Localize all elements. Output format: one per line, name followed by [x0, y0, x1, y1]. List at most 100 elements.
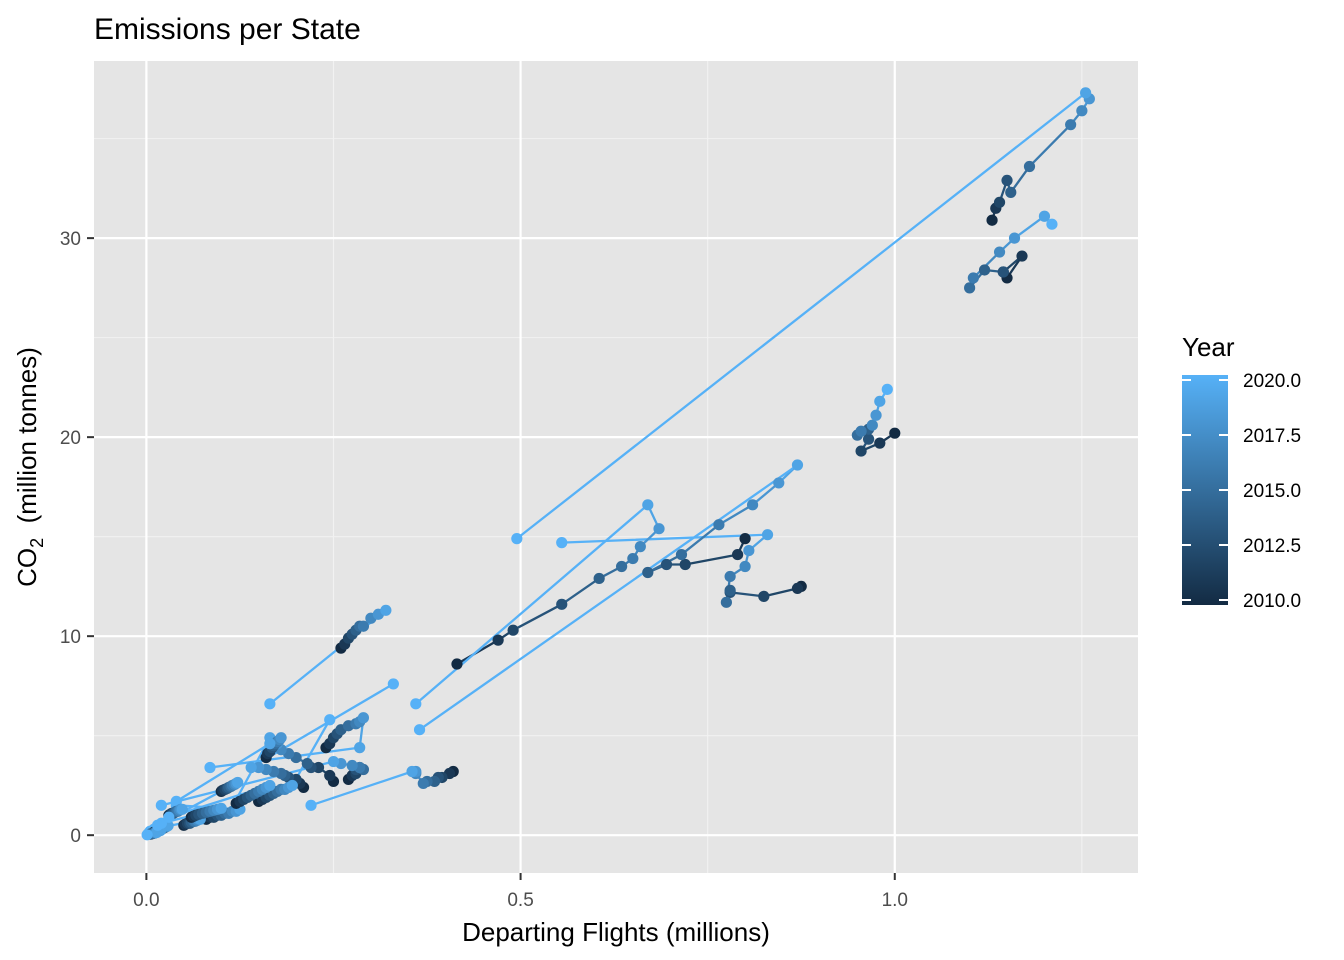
data-point	[889, 427, 901, 439]
data-point	[732, 548, 744, 561]
data-point	[163, 811, 175, 823]
y-axis-label-units: (million tonnes)	[12, 347, 42, 538]
series-segment	[560, 533, 769, 544]
data-point	[713, 519, 725, 531]
series-segment	[751, 481, 780, 506]
series-segment	[175, 742, 272, 803]
series-segment	[680, 523, 721, 556]
data-point	[387, 678, 399, 690]
data-point	[1046, 218, 1058, 230]
legend-label: 2015.0	[1243, 481, 1301, 502]
data-point	[967, 272, 979, 284]
data-point	[978, 264, 991, 276]
data-point	[870, 409, 882, 421]
series-segment	[684, 553, 739, 566]
data-point	[1065, 119, 1077, 131]
legend-label: 2017.5	[1243, 426, 1301, 447]
y-axis-ticks: 0 10 20 30	[60, 229, 94, 847]
y-tick-label: 20	[60, 428, 81, 449]
data-point	[720, 596, 732, 608]
legend-ticks: 2020.0 2017.5 2015.0 2012.5 2010.0	[1182, 371, 1301, 612]
data-point	[855, 445, 867, 457]
data-point	[1023, 160, 1036, 173]
series-segment	[560, 577, 601, 606]
data-point	[874, 437, 886, 449]
x-axis-label: Departing Flights (millions)	[462, 917, 770, 947]
data-point	[855, 425, 867, 437]
series-segment	[414, 503, 649, 705]
data-point	[413, 724, 426, 736]
data-point	[1016, 250, 1028, 262]
data-point	[993, 246, 1006, 258]
data-point	[305, 799, 317, 811]
data-point	[743, 544, 755, 557]
data-point	[739, 560, 751, 573]
data-point	[593, 572, 605, 585]
grid-major	[94, 61, 1138, 873]
x-tick-label: 0.5	[507, 890, 533, 911]
data-point	[556, 537, 568, 549]
data-point	[417, 777, 429, 790]
series-segment	[728, 591, 765, 598]
data-point	[492, 634, 504, 646]
chart-title: Emissions per State	[94, 13, 361, 46]
legend-label: 2010.0	[1243, 591, 1301, 612]
data-point	[791, 582, 804, 595]
data-point	[724, 570, 736, 583]
data-point	[679, 558, 691, 571]
data-point	[634, 541, 646, 553]
data-point	[176, 803, 188, 815]
data-point	[301, 757, 313, 770]
y-tick-label: 0	[70, 826, 81, 847]
data-point	[993, 196, 1006, 208]
data-point	[862, 433, 875, 445]
series-segment	[515, 91, 1087, 540]
data-point	[739, 533, 751, 545]
data-point	[264, 738, 276, 750]
series-segment	[160, 760, 335, 807]
data-point	[410, 698, 422, 710]
data-point	[286, 779, 298, 792]
data-point	[761, 529, 774, 541]
data-point	[642, 566, 654, 579]
data-point	[327, 755, 340, 768]
data-point	[507, 624, 519, 636]
data-point	[357, 712, 370, 724]
series-segment	[762, 587, 799, 598]
data-point	[874, 395, 886, 407]
series-segment	[717, 503, 754, 526]
data-point	[746, 499, 759, 511]
data-point	[346, 759, 358, 772]
data-point	[1038, 210, 1051, 222]
series-segment	[511, 603, 563, 632]
data-point	[204, 761, 216, 774]
series-points	[141, 87, 1095, 841]
data-point	[1080, 87, 1092, 99]
data-point	[141, 829, 153, 841]
data-point	[215, 802, 227, 814]
series-segment	[1013, 215, 1046, 240]
data-point	[616, 560, 628, 573]
data-point	[324, 714, 336, 726]
data-point	[986, 214, 998, 226]
data-point	[380, 604, 392, 616]
data-point	[791, 459, 804, 471]
data-point	[660, 558, 673, 571]
data-point	[354, 742, 366, 754]
data-point	[357, 620, 370, 632]
legend: Year 2020.0 2017.5 2015.0 2012.5 2010.0	[1182, 332, 1301, 612]
data-point	[1076, 105, 1088, 117]
y-axis-label-co: CO	[12, 548, 42, 587]
data-point	[232, 776, 244, 789]
data-point	[152, 819, 164, 831]
legend-title: Year	[1182, 332, 1235, 362]
data-point	[406, 765, 418, 778]
series-segment	[418, 463, 799, 731]
data-point	[451, 658, 463, 670]
data-point	[324, 769, 336, 782]
data-point	[773, 477, 785, 489]
x-tick-label: 1.0	[882, 890, 908, 911]
data-point	[245, 761, 257, 774]
data-point	[881, 383, 893, 395]
